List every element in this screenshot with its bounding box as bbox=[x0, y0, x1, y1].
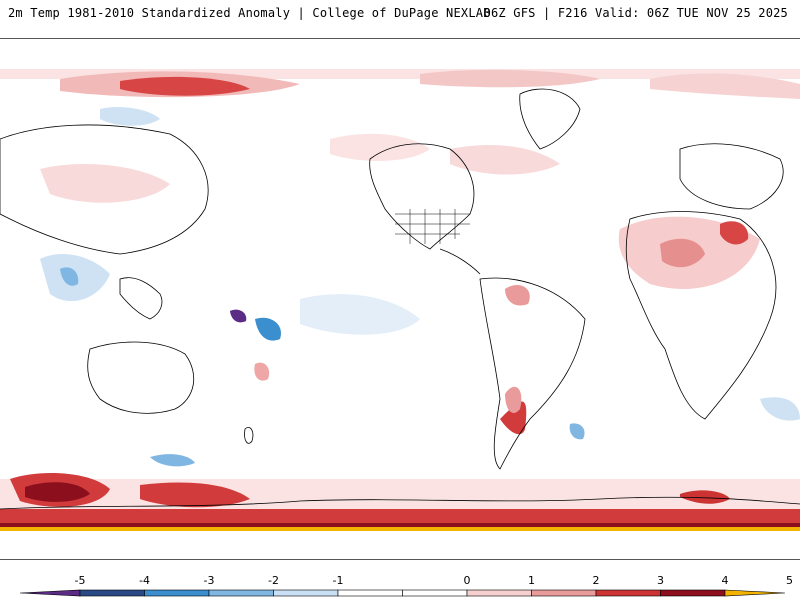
colorbar-bin bbox=[337, 589, 403, 597]
colorbar-extend-high bbox=[724, 589, 786, 597]
colorbar-tick-label: 4 bbox=[722, 574, 729, 587]
colorbar-bin bbox=[595, 589, 661, 597]
colorbar-tick-label: -3 bbox=[204, 574, 215, 587]
europe-outline bbox=[679, 143, 784, 210]
map-title: 2m Temp 1981-2010 Standardized Anomaly |… bbox=[8, 6, 491, 20]
antarctica-outline bbox=[0, 496, 800, 510]
central-america-outline bbox=[439, 248, 481, 275]
colorbar-tick-label: 5 bbox=[786, 574, 793, 587]
asia-outline bbox=[0, 124, 209, 255]
colorbar-bin bbox=[466, 589, 532, 597]
colorbar-bin bbox=[660, 589, 726, 597]
colorbar-tick-label: 1 bbox=[528, 574, 535, 587]
warm-anomaly-patches bbox=[40, 133, 760, 435]
coastlines bbox=[0, 88, 784, 470]
colorbar-tick-label: 0 bbox=[464, 574, 471, 587]
colorbar-bin bbox=[144, 589, 210, 597]
anomaly-map bbox=[0, 38, 800, 560]
colorbar-bin bbox=[273, 589, 339, 597]
new-zealand-outline bbox=[244, 426, 254, 444]
cold-anomaly-patches bbox=[40, 107, 800, 467]
colorbar-bin bbox=[208, 589, 274, 597]
arctic-anomaly-band bbox=[0, 69, 800, 99]
greenland-outline bbox=[519, 88, 581, 150]
colorbar-bin bbox=[79, 589, 145, 597]
africa-outline bbox=[625, 211, 777, 420]
colorbar-tick-label: 2 bbox=[593, 574, 600, 587]
colorbar-tick-label: -1 bbox=[333, 574, 344, 587]
colorbar-bin bbox=[531, 589, 597, 597]
australia-outline bbox=[87, 341, 194, 414]
north-america-outline bbox=[369, 143, 475, 250]
model-run-label: 06Z GFS | F216 Valid: 06Z TUE NOV 25 202… bbox=[483, 6, 788, 20]
colorbar-tick-label: -5 bbox=[75, 574, 86, 587]
colorbar-extend-low bbox=[19, 589, 81, 597]
southeast-asia-outline bbox=[119, 277, 163, 320]
south-america-outline bbox=[479, 277, 586, 470]
colorbar-bin bbox=[402, 589, 468, 597]
colorbar-tick-label: -4 bbox=[139, 574, 150, 587]
antarctic-anomaly-band bbox=[0, 473, 800, 539]
colorbar-tick-label: -2 bbox=[268, 574, 279, 587]
us-state-borders bbox=[395, 209, 470, 244]
colorbar: -5 -4 -3 -2 -1 0 1 2 3 4 5 bbox=[19, 574, 793, 597]
colorbar-tick-label: 3 bbox=[657, 574, 664, 587]
map-canvas bbox=[0, 39, 800, 559]
